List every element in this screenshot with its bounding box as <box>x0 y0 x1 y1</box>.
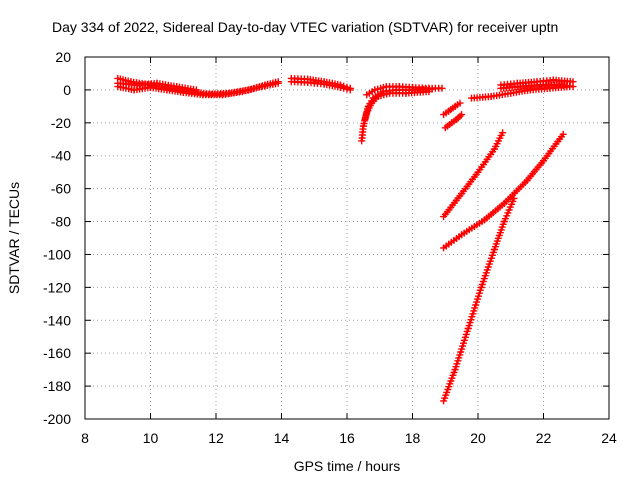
series-arc-1b <box>114 79 282 99</box>
data-point <box>559 130 567 138</box>
chart-title: Day 334 of 2022, Sidereal Day-to-day VTE… <box>52 19 558 35</box>
series-arc-3a <box>468 83 574 102</box>
y-tick-label: -160 <box>43 345 71 361</box>
data-point <box>499 129 507 137</box>
x-tick-label: 16 <box>339 430 355 446</box>
x-tick-label: 10 <box>143 430 159 446</box>
x-tick-label: 18 <box>405 430 421 446</box>
x-tick-label: 14 <box>274 430 290 446</box>
y-tick-label: -60 <box>51 181 71 197</box>
grid <box>84 56 610 420</box>
data-point <box>456 99 464 107</box>
x-tick-label: 22 <box>536 430 552 446</box>
plot-frame <box>84 56 610 420</box>
y-tick-label: -100 <box>43 246 71 262</box>
series-arc-3c <box>497 81 577 92</box>
data-point <box>343 85 351 93</box>
series-arc-2b <box>287 78 354 94</box>
data-point <box>458 111 466 119</box>
series-line-a <box>440 129 507 221</box>
data-point <box>510 195 518 202</box>
y-tick-label: -80 <box>51 214 71 230</box>
y-tick-label: -140 <box>43 312 71 328</box>
y-tick-label: 20 <box>55 49 71 65</box>
series-arc-1c <box>114 79 200 94</box>
y-axis-label: SDTVAR / TECUs <box>6 182 22 294</box>
y-tick-label: -40 <box>51 148 71 164</box>
series-short-a <box>440 99 464 119</box>
x-tick-label: 8 <box>81 430 89 446</box>
data-point <box>192 86 200 94</box>
x-tick-label: 24 <box>601 430 617 446</box>
x-axis-label: GPS time / hours <box>294 458 401 474</box>
data-point <box>438 84 446 92</box>
y-tick-label: -20 <box>51 115 71 131</box>
series-line-b <box>440 130 567 252</box>
y-tick-label: -200 <box>43 411 71 427</box>
data-point <box>274 79 282 87</box>
y-tick-label: -120 <box>43 279 71 295</box>
data-point <box>337 83 344 91</box>
series-layer <box>114 74 577 405</box>
x-tick-label: 20 <box>470 430 486 446</box>
tick-labels: 8 10 12 14 16 18 20 22 24 20 0 -20 -40 -60 -80 -100 -120… <box>43 49 617 446</box>
series-short-b <box>441 111 466 132</box>
data-point <box>340 84 348 92</box>
data-point <box>346 86 354 94</box>
series-line-c <box>440 195 518 405</box>
y-tick-label: 0 <box>63 82 71 98</box>
x-tick-label: 12 <box>208 430 224 446</box>
series-dip-3 <box>363 83 446 99</box>
y-tick-label: -180 <box>43 378 71 394</box>
data-point <box>456 112 464 120</box>
data-point <box>569 83 577 91</box>
